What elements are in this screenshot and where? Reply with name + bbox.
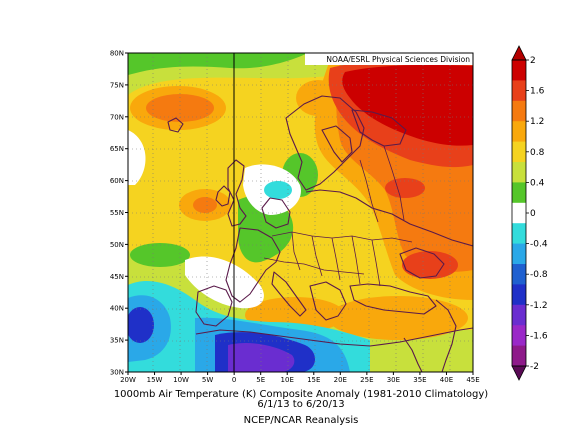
colorbar-swatch <box>512 141 526 163</box>
coastlines <box>167 95 473 372</box>
lat-tick-label: 40N <box>110 305 124 313</box>
lat-tick-label: 50N <box>110 241 124 249</box>
colorbar-swatch <box>512 121 526 143</box>
colorbar-swatch <box>512 100 526 122</box>
lat-tick-label: 30N <box>110 369 124 377</box>
lat-tick-label: 45N <box>110 273 124 281</box>
colorbar-min-arrow <box>511 365 527 381</box>
colorbar-swatch <box>512 202 526 224</box>
lon-tick-label: 30E <box>387 376 400 384</box>
lat-tick-label: 80N <box>110 50 124 58</box>
colorbar-label: -1.2 <box>530 301 548 311</box>
colorbar-swatch <box>512 325 526 347</box>
lon-tick-label: 20W <box>120 376 136 384</box>
colorbar-label: 0.8 <box>530 148 545 158</box>
colorbar-label: -0.4 <box>530 240 548 250</box>
colorbar-swatch <box>512 223 526 245</box>
lon-tick-label: 20E <box>334 376 347 384</box>
lon-tick-label: 35E <box>413 376 426 384</box>
lon-tick-label: 5E <box>256 376 265 384</box>
credit-box: NOAA/ESRL Physical Sciences Division <box>305 53 473 65</box>
lat-tick-label: 60N <box>110 177 124 185</box>
lat-tick-label: 35N <box>110 337 124 345</box>
lat-tick-label: 65N <box>110 145 124 153</box>
colorbar-label: 2 <box>530 56 536 66</box>
caption-dates: 6/1/13 to 6/20/13 <box>257 399 344 410</box>
colorbar-swatch <box>512 264 526 285</box>
lon-tick-label: 0 <box>232 376 236 384</box>
lon-tick-label: 15W <box>147 376 163 384</box>
caption-title: 1000mb Air Temperature (K) Composite Ano… <box>114 389 488 400</box>
colorbar-swatch <box>512 182 526 204</box>
colorbar-swatch <box>512 243 526 265</box>
colorbar: 2 1.6 1.2 0.8 0.4 0 -0.4 -0.8 -1.2 -1.6 -2 <box>511 45 548 381</box>
country-borders <box>263 145 413 287</box>
credit-text: NOAA/ESRL Physical Sciences Division <box>326 55 470 64</box>
caption-source: NCEP/NCAR Reanalysis <box>244 415 359 426</box>
colorbar-swatch <box>512 162 526 183</box>
map-panel: NOAA/ESRL Physical Sciences Division <box>128 53 473 372</box>
colorbar-label: 1.6 <box>530 87 545 97</box>
lat-axis: 30N 35N 40N 45N 50N 55N 60N 65N 70N 75N 80N <box>110 50 128 377</box>
lat-tick-label: 70N <box>110 113 124 121</box>
colorbar-swatch <box>512 345 526 367</box>
lon-tick-label: 10E <box>281 376 294 384</box>
colorbar-label: -0.8 <box>530 270 548 280</box>
colorbar-label: -1.6 <box>530 331 548 341</box>
lon-tick-label: 25E <box>360 376 373 384</box>
colorbar-swatch <box>512 304 526 326</box>
colorbar-label: 0 <box>530 209 536 219</box>
lon-tick-label: 5W <box>202 376 213 384</box>
colorbar-label: -2 <box>530 362 539 372</box>
lat-tick-label: 75N <box>110 81 124 89</box>
lat-tick-label: 55N <box>110 209 124 217</box>
colorbar-label: 1.2 <box>530 117 544 127</box>
lon-tick-label: 15E <box>307 376 320 384</box>
lon-tick-label: 40E <box>440 376 453 384</box>
colorbar-swatch <box>512 60 526 81</box>
colorbar-label: 0.4 <box>530 178 545 188</box>
colorbar-max-arrow <box>511 45 527 61</box>
colorbar-swatch <box>512 80 526 102</box>
colorbar-swatch <box>512 284 526 306</box>
lon-tick-label: 10W <box>173 376 189 384</box>
lon-tick-label: 45E <box>466 376 479 384</box>
lon-axis: 20W 15W 10W 5W 0 5E 10E 15E 20E 25E 30E 35E 40E 45E <box>120 372 480 384</box>
